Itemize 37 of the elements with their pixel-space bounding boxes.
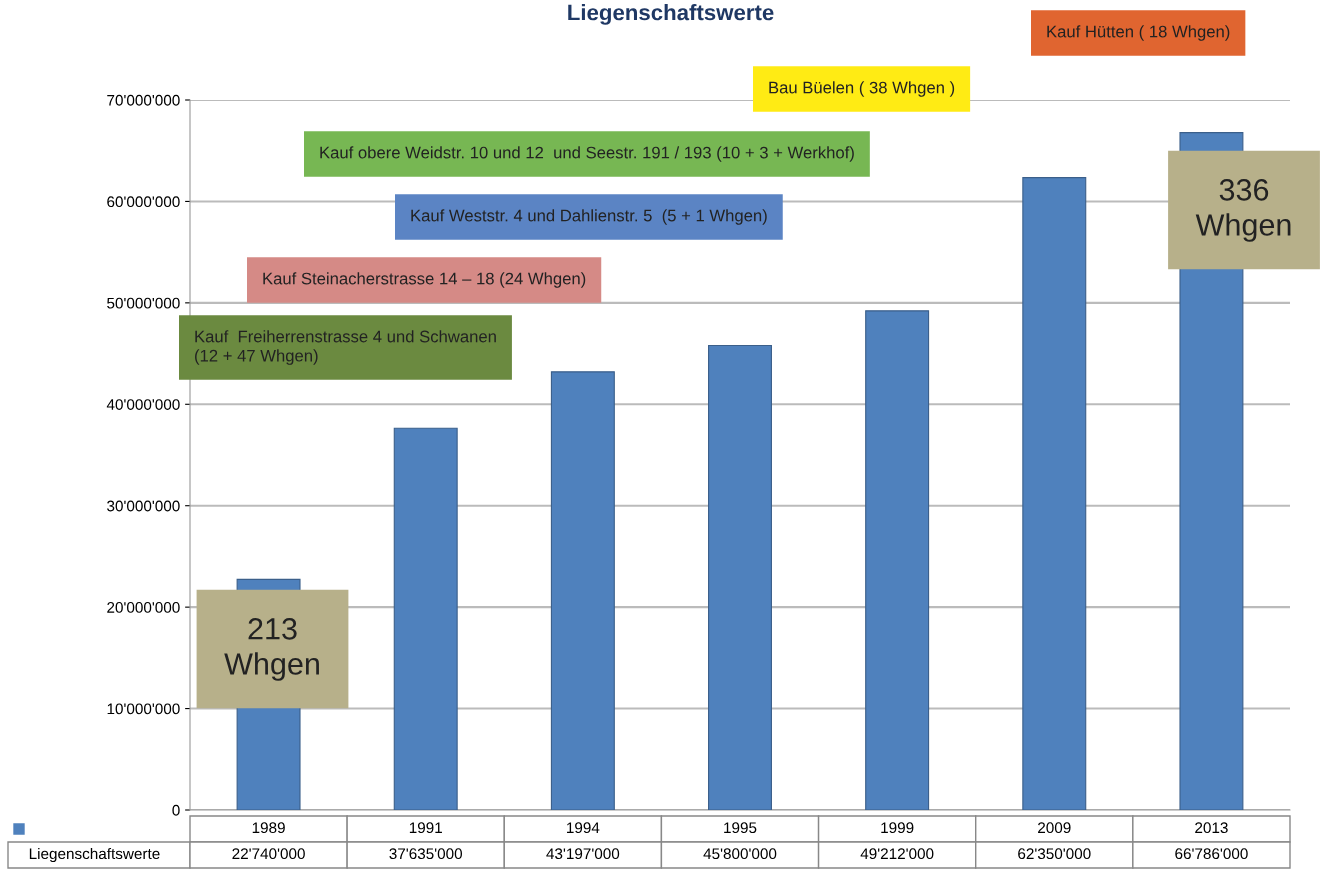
- annotation: Kauf Freiherrenstrasse 4 und Schwanen (12 + 47 Whgen): [195, 330, 496, 365]
- bar: [1022, 177, 1087, 810]
- annotation: Kauf obere Weidstr. 10 und 12 und Seestr. 191 / 193 (10 + 3 + Werkhof): [320, 146, 854, 162]
- y-tick-label: 40'000'000: [106, 399, 180, 410]
- x-tick-label: 1995: [724, 822, 757, 834]
- annotation: 213 Whgen: [224, 618, 319, 681]
- y-tick-label: 70'000'000: [107, 94, 180, 106]
- y-tick-label: 60'000'000: [107, 196, 180, 208]
- legend-label: Liegenschaftswerte: [29, 847, 160, 863]
- annotation: Kauf Weststr. 4 und Dahlienstr. 5 (5 + 1 Whgen): [411, 209, 767, 225]
- annotation: Kauf Steinacherstrasse 14 – 18 (24 Whgen): [263, 272, 586, 288]
- x-tick-label: 2013: [1195, 822, 1228, 834]
- data-label: 62'350'000: [1018, 848, 1091, 860]
- x-tick-label: 1991: [409, 822, 442, 834]
- y-tick-label: 20'000'000: [107, 602, 180, 613]
- data-label: 66'786'000: [1175, 848, 1248, 860]
- annotation: 336 Whgen: [1195, 179, 1291, 242]
- bar: [393, 427, 458, 810]
- data-label: 49'212'000: [860, 848, 934, 860]
- data-label: 37'635'000: [389, 848, 463, 860]
- x-tick-label: 1999: [881, 822, 914, 834]
- data-label: 43'197'000: [546, 848, 620, 860]
- bar: [550, 371, 615, 810]
- x-tick-label: 2009: [1038, 822, 1071, 834]
- y-tick-label: 50'000'000: [107, 297, 180, 309]
- text: Bau Büelen ( 38 Whgen ): [769, 81, 955, 97]
- bar: [708, 344, 772, 810]
- x-tick-label: 1989: [252, 822, 285, 834]
- y-tick-label: 0: [172, 804, 180, 816]
- y-tick-label: 10'000'000: [107, 703, 180, 715]
- chart-title: Liegenschaftswerte: [568, 4, 774, 25]
- y-tick-label: 30'000'000: [107, 500, 180, 512]
- bar: [865, 310, 930, 810]
- text: Kauf Hütten ( 18 Whgen): [1047, 25, 1230, 41]
- data-label: 45'800'000: [703, 848, 777, 860]
- data-label: 22'740'000: [232, 848, 305, 860]
- x-tick-label: 1994: [567, 822, 600, 834]
